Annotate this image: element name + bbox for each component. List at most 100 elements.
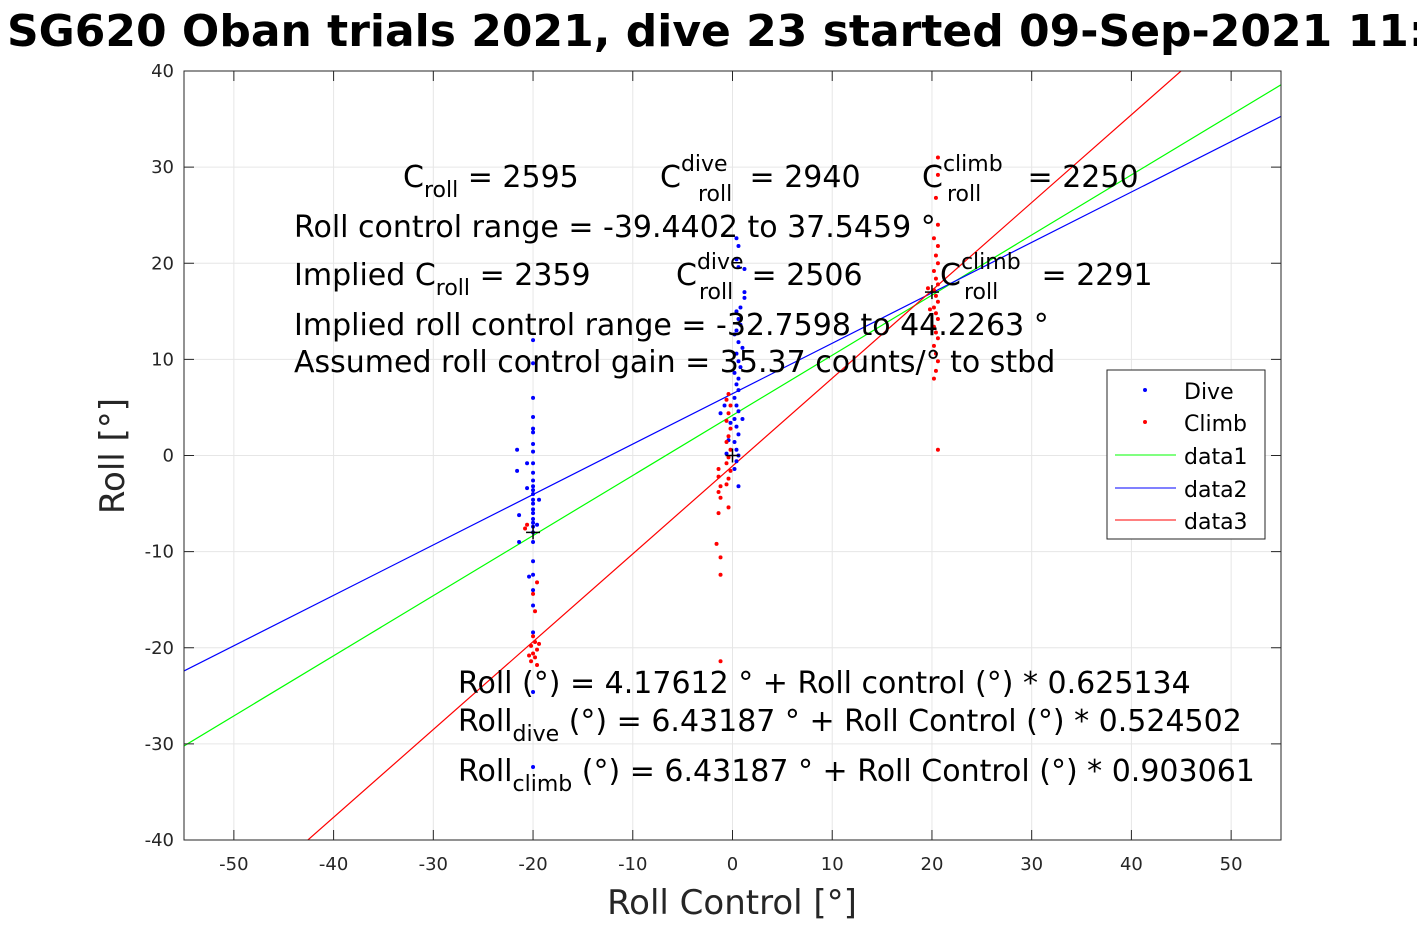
data-point-dive: [736, 359, 741, 364]
implied-c-roll-annotation: Implied Croll = 2359: [294, 258, 591, 301]
chart-title: SG620 Oban trials 2021, dive 23 started …: [7, 6, 1417, 57]
data-point-dive: [517, 540, 522, 545]
data-point-dive: [531, 630, 536, 635]
data-point-climb: [724, 418, 729, 423]
legend-label-climb: Climb: [1184, 412, 1247, 437]
data-point-climb: [726, 434, 731, 439]
data-point-climb: [933, 330, 938, 335]
data-point-climb: [927, 307, 932, 312]
data-point-dive: [531, 572, 536, 577]
data-point-dive: [734, 257, 739, 262]
x-tick-label: -20: [518, 854, 547, 875]
data-point-climb: [925, 286, 930, 291]
data-point-dive: [531, 588, 536, 593]
y-tick-label: 30: [151, 157, 174, 178]
data-point-dive: [525, 461, 530, 466]
y-tick-label: 0: [163, 446, 174, 467]
data-point-dive: [740, 416, 745, 421]
data-point-dive: [734, 236, 739, 241]
data-point-dive: [736, 409, 741, 414]
data-point-dive: [740, 345, 745, 350]
data-point-climb: [531, 591, 536, 596]
data-point-climb: [933, 293, 938, 298]
c-roll-dive-annotation: Cdive roll = 2940: [660, 152, 861, 207]
data-point-climb: [933, 311, 938, 316]
fit-all-annotation: Roll (°) = 4.17612 ° + Roll control (°) …: [458, 666, 1191, 701]
data-point-climb: [935, 336, 940, 341]
data-point-climb: [931, 288, 936, 293]
data-point-dive: [724, 451, 729, 456]
data-point-dive: [736, 376, 741, 381]
data-point-dive: [531, 426, 536, 431]
c-roll-climb-annotation: Cclimb roll = 2250: [922, 152, 1139, 207]
data-point-climb: [931, 236, 936, 241]
c-roll-annotation: Croll = 2595: [403, 160, 579, 203]
data-point-climb: [726, 476, 731, 481]
data-point-climb: [724, 440, 729, 445]
data-point-dive: [515, 447, 520, 452]
data-point-dive: [734, 403, 739, 408]
implied-c-roll-dive-annotation: Cdive roll = 2506: [676, 250, 863, 305]
x-tick-label: 20: [921, 854, 944, 875]
data-point-climb: [535, 647, 540, 652]
data-point-climb: [933, 195, 938, 200]
centroid-marker: [526, 525, 541, 540]
data-point-dive: [531, 507, 536, 512]
data-point-climb: [533, 639, 538, 644]
data-point-dive: [531, 497, 536, 502]
data-point-dive: [531, 441, 536, 446]
data-point-dive: [734, 328, 739, 333]
data-point-dive: [537, 497, 542, 502]
series-line-data1: [184, 84, 1281, 747]
data-point-climb: [726, 505, 731, 510]
x-tick-label: 30: [1020, 854, 1043, 875]
data-point-climb: [716, 511, 721, 516]
data-point-dive: [736, 388, 741, 393]
legend-label-data2: data2: [1184, 478, 1248, 503]
data-point-climb: [535, 663, 540, 668]
series-line-data3: [306, 71, 1182, 840]
data-point-dive: [531, 540, 536, 545]
data-point-dive: [531, 361, 536, 366]
data-point-climb: [933, 276, 938, 281]
data-point-dive: [732, 466, 737, 471]
data-point-climb: [724, 397, 729, 402]
data-point-dive: [734, 382, 739, 387]
x-tick-label: 0: [727, 854, 738, 875]
legend-label-data1: data1: [1184, 445, 1248, 470]
centroid-marker: [725, 448, 740, 463]
data-point-climb: [533, 655, 538, 660]
data-point-climb: [531, 651, 536, 656]
data-point-dive: [531, 511, 536, 516]
legend-label-data3: data3: [1184, 510, 1248, 535]
data-point-climb: [523, 526, 528, 531]
data-point-climb: [935, 282, 940, 287]
data-point-climb: [535, 580, 540, 585]
data-point-dive: [531, 430, 536, 435]
data-point-dive: [742, 267, 747, 272]
data-point-dive: [732, 370, 737, 375]
legend-marker-climb: [1143, 420, 1147, 424]
data-point-climb: [728, 468, 733, 473]
x-tick-label: -50: [219, 854, 248, 875]
legend-marker-dive: [1143, 388, 1147, 392]
data-point-dive: [531, 520, 536, 525]
centroid-marker: [924, 285, 939, 300]
data-point-climb: [933, 351, 938, 356]
data-point-climb: [728, 426, 733, 431]
data-point-climb: [931, 343, 936, 348]
data-point-climb: [935, 261, 940, 266]
data-point-dive: [517, 513, 522, 518]
data-point-dive: [734, 447, 739, 452]
data-point-dive: [742, 295, 747, 300]
data-point-dive: [531, 689, 536, 694]
data-point-climb: [931, 376, 936, 381]
data-point-climb: [718, 572, 723, 577]
data-point-climb: [529, 643, 534, 648]
data-point-climb: [724, 461, 729, 466]
y-tick-label: 20: [151, 253, 174, 274]
data-point-dive: [531, 395, 536, 400]
data-point-dive: [728, 420, 733, 425]
implied-range-annotation: Implied roll control range = -32.7598 to…: [294, 308, 1049, 343]
data-point-climb: [714, 541, 719, 546]
